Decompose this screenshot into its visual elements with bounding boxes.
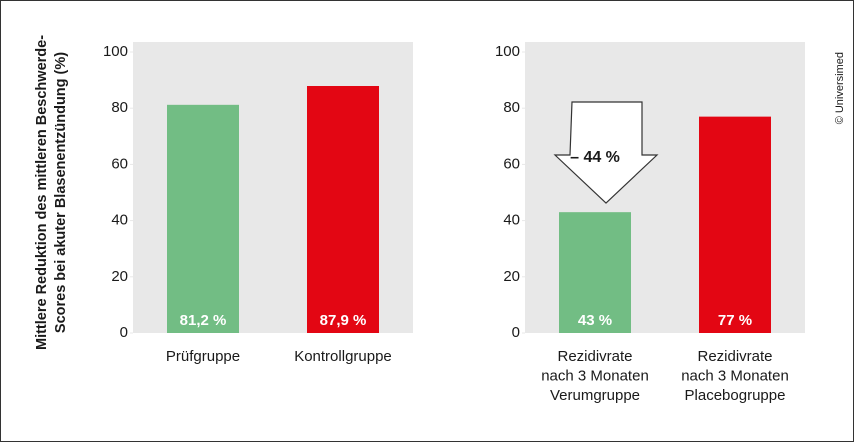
y-axis-label-group: Mittlere Reduktion des mittleren Beschwe… <box>34 35 69 350</box>
value-label: 77 % <box>718 312 752 329</box>
y-tick-label: 60 <box>503 155 520 172</box>
y-tick-label: 100 <box>495 43 520 60</box>
value-label: 81,2 % <box>180 312 227 329</box>
y-tick-label: 40 <box>503 212 520 229</box>
value-label: 87,9 % <box>320 312 367 329</box>
annotation: – 44 % <box>570 149 620 166</box>
y-tick-label: 80 <box>503 99 520 116</box>
y-tick-label: 20 <box>503 268 520 285</box>
bar <box>559 212 631 333</box>
y-tick-label: 0 <box>512 324 520 341</box>
arrow-shape <box>553 101 659 204</box>
credit: © Universimed <box>834 52 846 124</box>
y-tick-label: 20 <box>111 268 128 285</box>
x-tick-label: Rezidivrate nach 3 Monaten Placebogruppe <box>681 348 789 404</box>
y-tick-label: 80 <box>111 99 128 116</box>
x-tick-label: Prüfgruppe <box>166 348 240 365</box>
bar <box>307 86 379 333</box>
x-tick-label: Kontrollgruppe <box>294 348 392 365</box>
x-tick-label: Rezidivrate nach 3 Monaten Verumgruppe <box>541 348 649 404</box>
y-tick-label: 60 <box>111 155 128 172</box>
y-tick-label: 100 <box>103 43 128 60</box>
y-axis-label: Mittlere Reduktion des mittleren Beschwe… <box>34 35 69 350</box>
arrow <box>553 101 659 204</box>
value-label: 43 % <box>578 312 612 329</box>
y-tick-label: 0 <box>120 324 128 341</box>
y-tick-label: 40 <box>111 212 128 229</box>
bar <box>699 116 771 333</box>
bar <box>167 104 239 333</box>
